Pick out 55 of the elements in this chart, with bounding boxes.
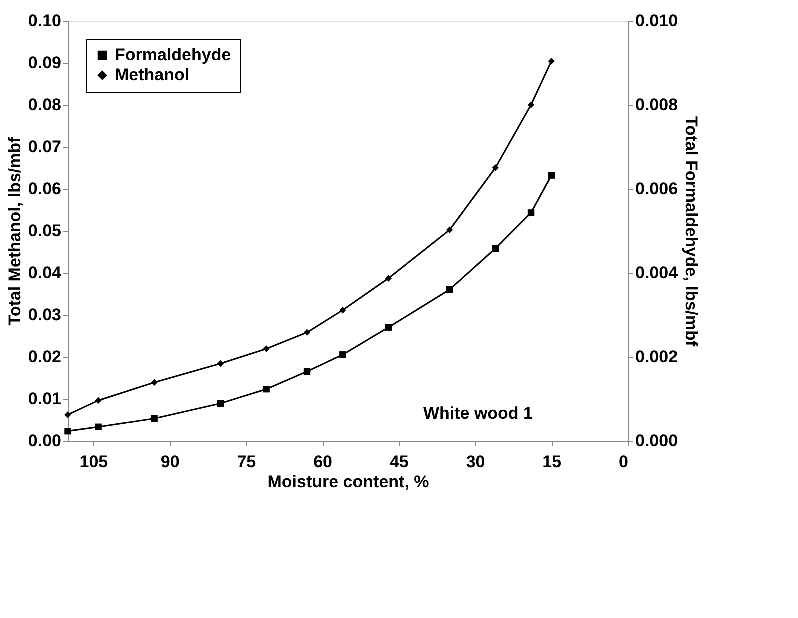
y-tick-label: 0.08 [28,96,62,114]
point [263,386,270,393]
y-tick-label: 0.00 [28,432,62,450]
y-tick-label: 0.09 [28,54,62,72]
y-tick-label: 0.10 [28,12,62,30]
y-tick-label: 0.02 [28,348,62,366]
y-tick-label: 0.07 [28,138,62,156]
point [385,275,392,282]
point [263,346,270,352]
point [528,102,535,108]
x-tick-label: 75 [237,452,256,472]
x-tick-label: 30 [466,452,486,472]
point [340,307,346,314]
point [217,400,224,407]
x-tick-label: 90 [160,452,180,472]
point [548,58,555,65]
annotation: White wood 1 [423,404,533,423]
point [304,368,311,376]
x-axis-title: Moisture content, % [268,472,430,492]
y-tick-label: 0.04 [28,264,62,282]
y-axis-title: Total Methanol, lbs/mbf [5,136,24,326]
y2-tick-label: 0.006 [636,180,678,198]
point [64,412,72,418]
point [492,164,499,172]
point [548,172,555,179]
x-tick-label: 0 [619,452,628,472]
y2-axis-title: Total Formaldehyde, lbs/mbf [682,116,702,347]
point [151,415,158,422]
point [151,379,158,386]
legend-label: Formaldehyde [115,46,232,64]
y2-tick-label: 0.002 [636,348,678,366]
y2-tick-label: 0.010 [636,12,678,30]
y-tick-label: 0.01 [28,390,62,408]
y-tick-label: 0.05 [28,222,62,240]
x-tick-label: 105 [80,452,108,472]
point [95,424,102,430]
point [446,226,454,234]
point [446,286,454,294]
y2-tick-label: 0.000 [636,432,678,450]
point [304,329,311,336]
x-tick-label: 45 [390,452,409,472]
point [340,352,346,358]
point [217,360,224,368]
x-tick-label: 15 [542,452,562,472]
y2-tick-label: 0.008 [636,96,678,114]
point [95,397,102,404]
point [492,245,499,252]
y-tick-label: 0.06 [28,180,62,198]
point [64,428,72,435]
point [528,210,535,216]
y-tick-label: 0.03 [28,306,62,324]
y2-tick-label: 0.004 [636,264,679,282]
point [385,324,392,331]
x-tick-label: 60 [314,452,333,472]
legend-label: Methanol [115,66,190,84]
